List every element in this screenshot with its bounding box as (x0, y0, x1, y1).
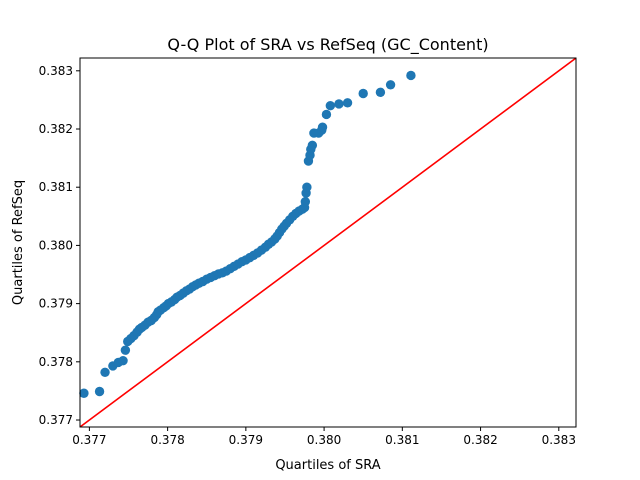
data-point (307, 140, 318, 151)
y-tick-label: 0.382 (39, 122, 73, 136)
data-point (334, 99, 344, 109)
data-point (375, 87, 386, 98)
plot-area-frame (79, 57, 577, 428)
x-tick-label: 0.378 (150, 433, 184, 447)
data-point (325, 101, 336, 111)
points-layer (79, 70, 416, 398)
y-axis-ticks: 0.377 0.378 0.379 0.380 0.381 0.382 0.383 (39, 64, 80, 427)
data-point (300, 197, 311, 207)
y-tick-label: 0.379 (39, 297, 73, 311)
y-axis-label: Quartiles of RefSeq (11, 180, 26, 305)
data-point (342, 98, 353, 108)
data-point (100, 367, 110, 377)
data-point (118, 355, 128, 366)
data-point (317, 122, 328, 132)
y-tick-label: 0.378 (39, 355, 73, 369)
reference-line-layer (80, 58, 576, 427)
x-tick-label: 0.382 (463, 433, 497, 447)
data-point (385, 80, 396, 90)
x-tick-label: 0.381 (385, 433, 419, 447)
x-tick-label: 0.377 (72, 433, 106, 447)
data-point (406, 70, 416, 81)
data-point (94, 386, 105, 397)
y-tick-label: 0.380 (39, 238, 73, 252)
data-point (358, 88, 368, 99)
x-axis-label: Quartiles of SRA (275, 458, 380, 473)
x-axis-ticks: 0.377 0.378 0.379 0.380 0.381 0.382 0.383 (72, 427, 576, 447)
y-tick-label: 0.383 (39, 64, 73, 78)
data-point (120, 345, 131, 355)
x-tick-label: 0.383 (542, 433, 576, 447)
x-tick-label: 0.379 (229, 433, 263, 447)
data-point (79, 388, 89, 398)
chart-title: Q-Q Plot of SRA vs RefSeq (GC_Content) (167, 35, 488, 55)
data-point (321, 109, 332, 120)
x-tick-label: 0.380 (307, 433, 341, 447)
y-tick-label: 0.377 (39, 413, 73, 427)
data-point (302, 182, 312, 192)
y-tick-label: 0.381 (39, 180, 73, 194)
reference-line (80, 58, 576, 427)
